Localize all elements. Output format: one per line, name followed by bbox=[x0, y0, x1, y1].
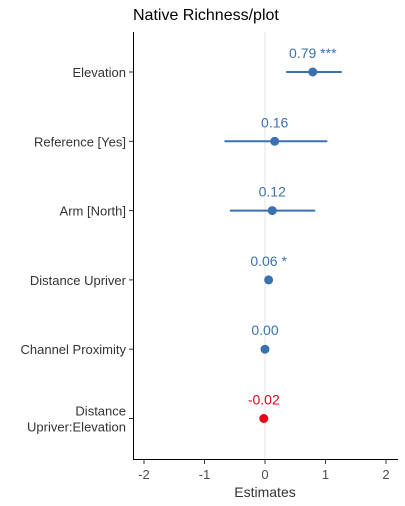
estimate-point bbox=[308, 67, 318, 77]
y-tick-label: Arm [North] bbox=[60, 204, 126, 219]
value-label: -0.02 bbox=[248, 392, 280, 408]
value-label: 0.79 *** bbox=[289, 45, 337, 61]
y-tick-label: Distance Upriver bbox=[30, 273, 127, 288]
value-label: 0.06 * bbox=[250, 253, 287, 269]
data-marks: 0.79 *** 0.16 0.12 0.06 * 0.00 -0.02 bbox=[224, 45, 342, 423]
y-tick-label: Upriver:Elevation bbox=[27, 420, 126, 435]
x-tick-label: 0 bbox=[261, 467, 268, 482]
y-axis-labels: Elevation Reference [Yes] Arm [North] Dista… bbox=[21, 65, 133, 435]
estimate-point bbox=[267, 206, 277, 216]
y-tick-label: Channel Proximity bbox=[21, 342, 127, 357]
x-axis-label: Estimates bbox=[234, 484, 295, 500]
y-tick-label: Distance bbox=[75, 404, 126, 419]
x-tick-label: 2 bbox=[382, 467, 389, 482]
estimate-point bbox=[270, 136, 280, 146]
value-label: 0.12 bbox=[259, 184, 286, 200]
value-label: 0.00 bbox=[251, 322, 278, 338]
x-tick-label: -1 bbox=[199, 467, 211, 482]
x-tick-label: -2 bbox=[138, 467, 150, 482]
estimate-point bbox=[260, 344, 270, 354]
estimate-point bbox=[259, 414, 269, 423]
chart-title: Native Richness/plot bbox=[133, 7, 279, 24]
y-tick-label: Elevation bbox=[73, 65, 126, 80]
value-label: 0.16 bbox=[261, 114, 288, 130]
x-tick-label: 1 bbox=[322, 467, 329, 482]
x-axis-ticks: -2 -1 0 1 2 bbox=[138, 460, 390, 482]
estimate-point bbox=[264, 275, 274, 285]
y-tick-label: Reference [Yes] bbox=[34, 134, 126, 149]
